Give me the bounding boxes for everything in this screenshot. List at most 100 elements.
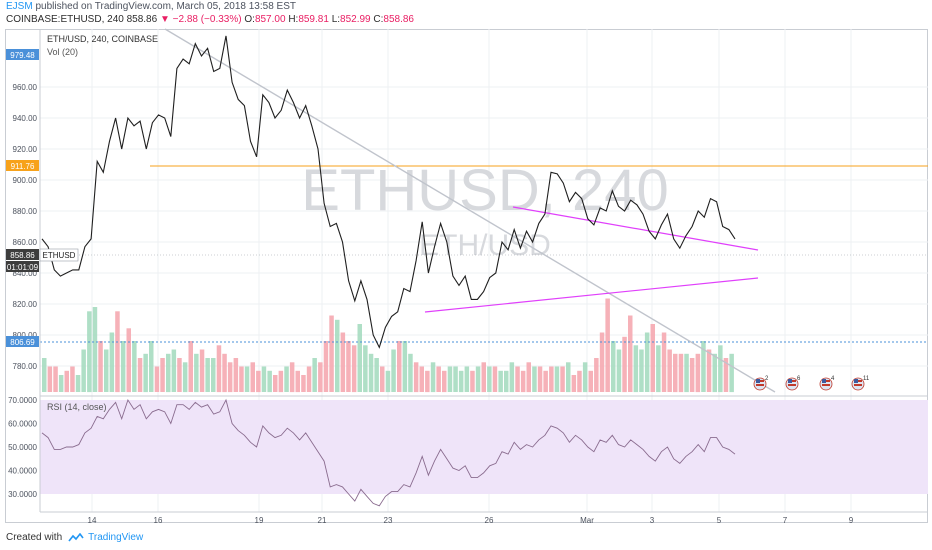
volume-bar xyxy=(132,341,137,392)
volume-bar xyxy=(351,345,357,393)
price-tag-label: 806.69 xyxy=(10,338,35,347)
tradingview-link[interactable]: TradingView xyxy=(88,532,144,543)
low-label: L: xyxy=(331,14,341,25)
volume-bar xyxy=(149,341,154,392)
volume-bar xyxy=(53,366,58,392)
volume-bar xyxy=(582,362,588,393)
symbol-interval: COINBASE:ETHUSD, 240 xyxy=(6,14,124,25)
time-tick-label: 3 xyxy=(650,516,655,525)
price-tag-label: 01:01:09 xyxy=(7,263,39,272)
volume-bar xyxy=(87,311,92,393)
volume-bar xyxy=(605,298,610,392)
price-tick-label: 880.00 xyxy=(13,207,38,216)
volume-bar xyxy=(526,362,531,393)
price-tick-label: 860.00 xyxy=(13,238,38,247)
high-value: 859.81 xyxy=(298,14,329,25)
descending-trendline[interactable] xyxy=(164,28,776,393)
chart-frame xyxy=(5,29,928,523)
volume-bar xyxy=(402,341,408,392)
watermark-main: ETHUSD, 240 xyxy=(301,158,668,223)
legend-symbol[interactable]: ETH/USD, 240, COINBASE xyxy=(47,34,158,44)
published-text: published on TradingView.com, March 05, … xyxy=(35,1,296,12)
volume-bar xyxy=(171,349,177,392)
volume-bar xyxy=(182,362,188,393)
volume-bar xyxy=(594,358,599,392)
open-label: O: xyxy=(244,14,255,25)
event-flag-icon[interactable]: 4 xyxy=(819,376,835,391)
time-tick-label: 5 xyxy=(717,516,722,525)
volume-bar xyxy=(318,362,323,393)
volume-bar xyxy=(278,370,284,393)
volume-bar xyxy=(498,370,503,393)
rsi-tick-label: 30.0000 xyxy=(8,490,37,499)
price-tag-label: 911.76 xyxy=(11,162,35,171)
volume-bar xyxy=(340,332,346,392)
volume-bar xyxy=(391,349,396,392)
volume-bar xyxy=(261,366,267,392)
legend-volume[interactable]: Vol (20) xyxy=(47,47,78,57)
rsi-band xyxy=(40,400,928,494)
triangle-lower-line[interactable] xyxy=(424,277,759,313)
time-tick-label: 7 xyxy=(783,516,788,525)
volume-bar xyxy=(92,307,98,392)
volume-bar xyxy=(120,341,126,392)
event-flag-icon[interactable]: 2 xyxy=(753,376,769,391)
volume-bar xyxy=(560,366,565,392)
last-price: 858.86 xyxy=(126,14,158,25)
volume-bar xyxy=(58,375,64,392)
time-tick-label: 19 xyxy=(255,516,264,525)
volume-bar xyxy=(329,315,334,392)
volume-bar xyxy=(267,370,272,393)
open-value: 857.00 xyxy=(254,14,286,25)
volume-bar xyxy=(633,345,639,393)
volume-bar xyxy=(695,353,701,393)
price-tick-label: 800.00 xyxy=(13,331,38,340)
volume-bar xyxy=(644,332,650,392)
created-with-label: Created with xyxy=(6,532,63,543)
volume-bar xyxy=(42,358,47,392)
volume-bar xyxy=(323,341,329,392)
rsi-tick-label: 50.0000 xyxy=(8,443,37,452)
event-count: 6 xyxy=(797,376,801,382)
legend-rsi[interactable]: RSI (14, close) xyxy=(47,402,107,412)
time-tick-label: 21 xyxy=(318,516,327,525)
triangle-upper-line[interactable] xyxy=(512,206,759,251)
volume-bar xyxy=(70,366,75,392)
volume-bar xyxy=(447,366,453,392)
volume-bar xyxy=(295,370,300,393)
time-tick-label: 9 xyxy=(849,516,854,525)
volume-bar xyxy=(628,315,633,392)
volume-bar xyxy=(227,362,233,393)
volume-bar xyxy=(216,345,222,393)
volume-bar xyxy=(588,370,593,393)
username-link[interactable]: EJSM xyxy=(6,1,33,12)
event-flag-icon[interactable]: 6 xyxy=(785,376,801,391)
volume-bar xyxy=(137,358,143,392)
volume-bar xyxy=(75,375,81,392)
volume-bar xyxy=(718,345,723,393)
event-count: 11 xyxy=(863,376,870,382)
volume-bar xyxy=(160,358,165,392)
volume-bar xyxy=(566,362,571,393)
price-tag xyxy=(6,336,39,347)
volume-bar xyxy=(661,332,667,392)
volume-bar xyxy=(464,366,470,392)
volume-bar xyxy=(470,370,475,393)
volume-bar xyxy=(408,353,413,393)
price-tag xyxy=(6,160,39,171)
volume-bar xyxy=(458,370,464,393)
volume-bar xyxy=(684,353,689,393)
volume-bar xyxy=(413,362,419,393)
volume-bar xyxy=(442,370,447,393)
price-tag-label: 858.86 xyxy=(10,251,35,260)
volume-bar xyxy=(194,353,199,393)
volume-bar xyxy=(244,366,250,392)
volume-bar xyxy=(115,311,120,393)
event-flag-icon[interactable]: 11 xyxy=(851,376,870,391)
volume-bar xyxy=(368,353,374,393)
rsi-tick-label: 60.0000 xyxy=(8,420,37,429)
price-tick-label: 900.00 xyxy=(13,176,38,185)
volume-bar xyxy=(233,358,239,392)
event-count: 2 xyxy=(765,376,769,382)
